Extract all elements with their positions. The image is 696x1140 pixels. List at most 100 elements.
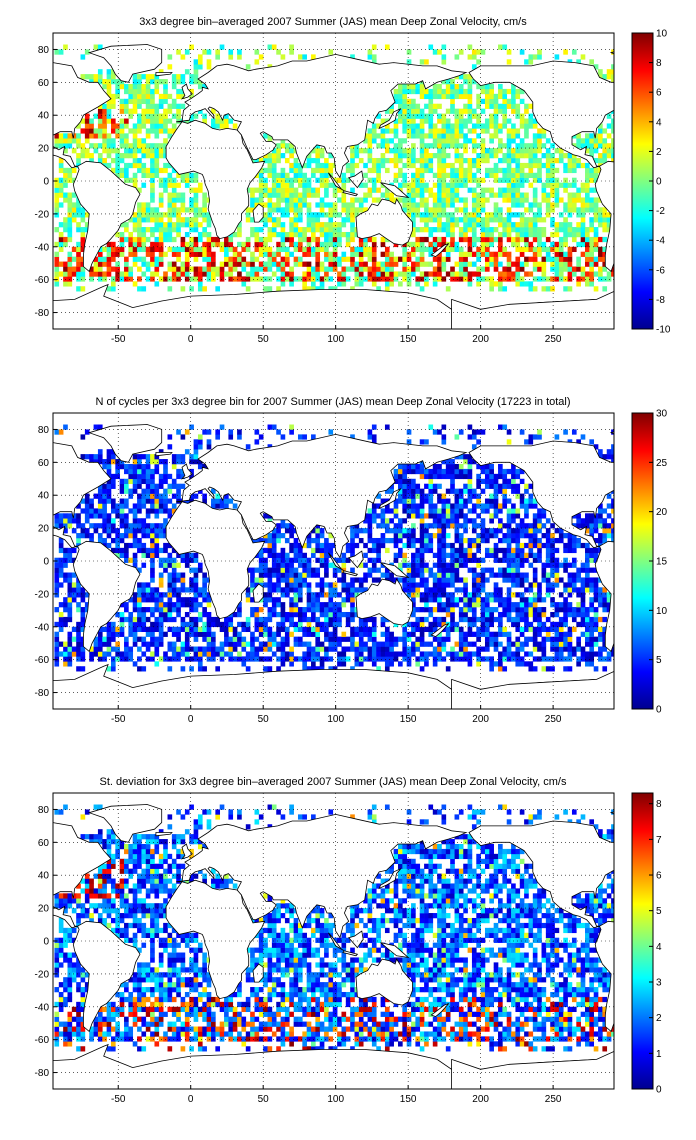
heatmap-cell [580,241,586,248]
heatmap-cell [393,552,399,559]
heatmap-cell [228,49,234,55]
heatmap-cell [424,227,429,233]
heatmap-cell [211,631,216,637]
heatmap-cell [306,651,312,657]
heatmap-cell [458,236,464,243]
heatmap-cell [393,651,399,657]
heatmap-cell [76,241,81,248]
heatmap-cell [58,138,64,144]
heatmap-cell [384,281,390,287]
heatmap-cell [167,542,173,549]
land-outline [430,243,450,258]
heatmap-cell [89,276,94,282]
heatmap-cell [528,113,534,119]
heatmap-cell [437,256,442,262]
heatmap-cell [493,212,499,218]
heatmap-cell [254,227,260,233]
heatmap-cell [384,572,390,578]
heatmap-cell [250,646,255,652]
heatmap-cell [271,207,277,213]
heatmap-cell [528,651,534,657]
heatmap-cell [258,656,264,662]
heatmap-cell [398,651,403,657]
heatmap-cell [337,636,342,642]
heatmap-cell [458,651,464,657]
heatmap-cell [428,261,434,267]
heatmap-cell [489,621,494,628]
heatmap-cell [110,118,116,124]
heatmap-cell [311,626,316,633]
heatmap-cell [402,557,408,563]
heatmap-cell [358,266,364,272]
heatmap-cell [258,266,264,272]
heatmap-cell [524,128,529,134]
heatmap-cell [415,656,421,662]
heatmap-cell [393,118,399,124]
heatmap-cell [450,241,455,248]
heatmap-cell [589,251,595,257]
heatmap-cell [228,641,234,647]
heatmap-cell [58,143,64,149]
heatmap-cell [519,222,525,228]
heatmap-cell [284,656,290,662]
heatmap-cell [124,138,129,144]
heatmap-cell [463,143,468,149]
heatmap-cell [398,118,403,124]
heatmap-cell [563,611,568,618]
heatmap-cell [245,261,251,267]
heatmap-cell [411,587,416,593]
heatmap-cell [528,597,534,603]
heatmap-cell [184,646,190,652]
heatmap-cell [406,148,412,154]
heatmap-cell [263,217,268,223]
heatmap-cell [463,236,468,243]
heatmap-cell [184,182,190,188]
heatmap-cell [424,651,429,657]
heatmap-cell [467,592,473,598]
heatmap-cell [571,162,577,169]
heatmap-cell [137,276,142,282]
heatmap-cell [511,607,516,613]
heatmap-cell [554,266,560,272]
heatmap-cell [463,261,468,267]
heatmap-cell [450,271,455,277]
heatmap-cell [89,123,94,129]
heatmap-cell [398,661,403,667]
heatmap-cell [402,656,408,662]
heatmap-cell [280,167,286,174]
heatmap-cell [580,562,586,568]
heatmap-cell [524,162,529,169]
heatmap-cell [97,251,103,257]
heatmap-cell [124,656,129,662]
heatmap-cell [328,212,334,218]
heatmap-cell [258,616,264,623]
heatmap-cell [398,108,403,114]
heatmap-cell [150,231,155,238]
heatmap-cell [345,587,351,593]
heatmap-cell [345,547,351,554]
heatmap-cell [341,582,347,588]
heatmap-cell [424,143,429,149]
heatmap-cell [176,108,181,114]
heatmap-cell [332,261,338,267]
heatmap-cell [502,153,508,159]
heatmap-cell [458,93,464,100]
heatmap-cell [441,118,447,124]
heatmap-cell [376,187,381,193]
heatmap-cell [128,113,134,119]
heatmap-cell [589,187,595,193]
heatmap-cell [541,246,547,253]
heatmap-cell [363,207,368,213]
heatmap-cell [589,266,595,272]
heatmap-cell [128,88,134,95]
heatmap-cell [276,597,281,603]
heatmap-cell [110,266,116,272]
heatmap-cell [450,582,455,588]
heatmap-cell [54,227,60,233]
heatmap-cell [506,187,512,193]
heatmap-cell [371,621,377,628]
heatmap-cell [450,133,455,139]
heatmap-cell [228,236,234,243]
heatmap-cell [371,651,377,657]
heatmap-cell [450,231,455,238]
